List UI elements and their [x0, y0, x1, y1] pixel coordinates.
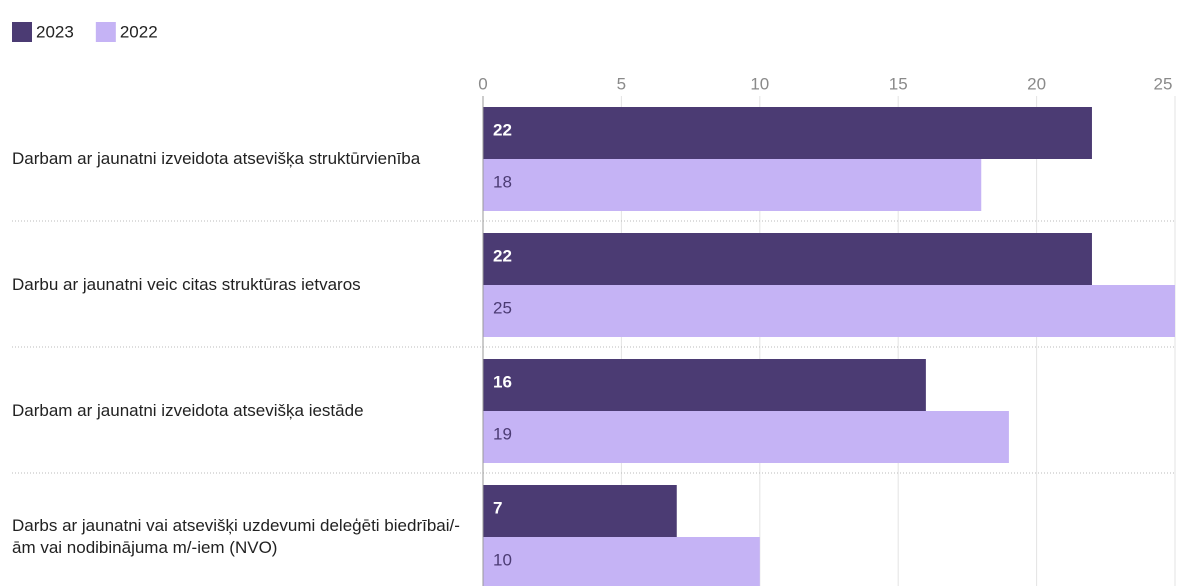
legend-label: 2022: [120, 22, 158, 41]
value-label: 22: [493, 120, 512, 139]
bar: [483, 107, 1092, 159]
bar: [483, 233, 1092, 285]
x-tick-label: 25: [1154, 74, 1173, 93]
bar: [483, 411, 1009, 463]
x-tick-label: 15: [889, 74, 908, 93]
bar: [483, 159, 982, 211]
value-label: 22: [493, 246, 512, 265]
x-tick-label: 20: [1027, 74, 1046, 93]
value-label: 10: [493, 550, 512, 569]
value-label: 18: [493, 172, 512, 191]
bar: [483, 285, 1175, 337]
bar: [483, 359, 926, 411]
value-label: 19: [493, 424, 512, 443]
legend-swatch: [12, 22, 32, 42]
category-label: Darbam ar jaunatni izveidota atsevišķa i…: [12, 401, 364, 420]
value-label: 7: [493, 498, 502, 517]
x-tick-label: 5: [617, 74, 626, 93]
x-tick-label: 10: [750, 74, 769, 93]
legend-label: 2023: [36, 22, 74, 41]
legend-swatch: [95, 22, 116, 42]
value-label: 25: [493, 298, 512, 317]
category-label: Darbu ar jaunatni veic citas struktūras …: [12, 275, 361, 294]
value-label: 16: [493, 372, 512, 391]
category-label: Darbam ar jaunatni izveidota atsevišķa s…: [12, 149, 421, 168]
bar: [483, 485, 677, 537]
category-label: Darbs ar jaunatni vai atsevišķi uzdevumi…: [12, 516, 460, 557]
bar: [483, 537, 760, 586]
x-tick-label: 0: [478, 74, 487, 93]
